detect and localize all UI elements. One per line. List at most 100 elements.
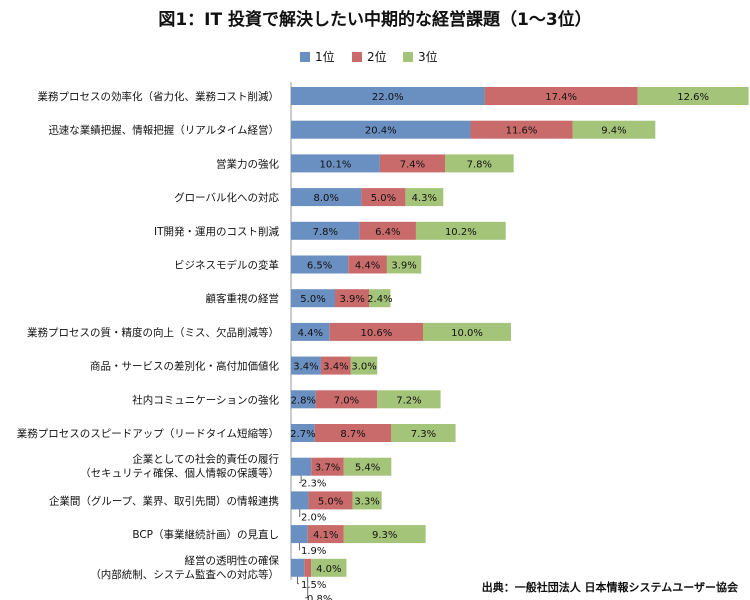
bar-row: 営業力の強化 10.1% 7.4% 7.8% <box>216 154 514 173</box>
value-label: 10.0% <box>451 328 483 339</box>
value-label: 22.0% <box>372 92 404 103</box>
legend-swatch-2 <box>352 52 362 62</box>
bar-segment-rank-1 <box>291 525 308 544</box>
legend-label-1: 1位 <box>315 49 335 64</box>
value-label: 7.8% <box>313 227 338 238</box>
category-label: 企業間（グループ、業界、取引先間）の情報連携 <box>49 494 279 507</box>
bar-segment-rank-3 <box>350 356 378 375</box>
value-label: 2.4% <box>367 294 392 305</box>
category-label: 経営の透明性の確保 <box>185 554 280 567</box>
value-label: 8.0% <box>313 193 338 204</box>
bar-segment-rank-2 <box>329 322 423 341</box>
legend-label-3: 3位 <box>418 49 438 64</box>
bar-row: 業務プロセスの質・精度の向上（ミス、欠品削減等） 4.4% 10.6% 10.0% <box>27 322 511 341</box>
value-label: 7.0% <box>334 395 359 406</box>
category-label: BCP（事業継続計画）の見直し <box>132 528 279 541</box>
bar-row: 企業としての社会的責任の履行（セキュリティ確保、個人情報の保護等） 2.3% 3.7… <box>80 453 392 490</box>
bar-row: 企業間（グループ、業界、取引先間）の情報連携 2.0% 5.0% 3.3% <box>49 491 382 523</box>
value-label: 4.0% <box>316 564 341 575</box>
bar-segment-rank-2 <box>307 525 344 544</box>
value-label: 6.5% <box>307 261 332 272</box>
bar-segment-rank-1 <box>291 558 305 577</box>
bar-segment-rank-3 <box>311 558 347 577</box>
value-label: 17.4% <box>545 92 577 103</box>
value-label: 3.0% <box>351 362 376 373</box>
bar-segment-rank-2 <box>304 558 312 577</box>
bar-segment-rank-1 <box>291 255 349 274</box>
bar-row: グローバル化への対応 8.0% 5.0% 4.3% <box>174 188 444 207</box>
value-label: 5.0% <box>300 294 325 305</box>
value-label: 1.5% <box>301 580 326 591</box>
value-label: 1.9% <box>301 546 326 557</box>
legend: 1位 2位 3位 <box>300 49 438 64</box>
value-label: 3.9% <box>339 294 364 305</box>
value-label: 2.0% <box>301 512 326 523</box>
bar-segment-rank-2 <box>361 188 406 207</box>
value-label: 7.4% <box>400 159 425 170</box>
bar-row: ビジネスモデルの変革 6.5% 4.4% 3.9% <box>174 255 422 274</box>
value-label: 8.7% <box>340 429 365 440</box>
bar-segment-rank-3 <box>386 255 422 274</box>
bar-row: IT開発・運用のコスト削減 7.8% 6.4% 10.2% <box>154 221 506 240</box>
bar-segment-rank-1 <box>291 188 362 207</box>
value-label: 3.4% <box>293 362 318 373</box>
bar-segment-rank-1 <box>291 356 321 375</box>
value-label: 10.6% <box>360 328 392 339</box>
bar-segment-rank-1 <box>291 154 380 173</box>
value-label: 5.4% <box>355 463 380 474</box>
bar-segment-rank-2 <box>359 221 416 240</box>
category-label: 商品・サービスの差別化・高付加価値化 <box>90 360 279 373</box>
category-label: （セキュリティ確保、個人情報の保護等） <box>80 467 279 480</box>
bar-segment-rank-2 <box>484 87 638 105</box>
bar-segment-rank-2 <box>320 356 351 375</box>
bar-segment-rank-1 <box>291 322 330 341</box>
value-label: 10.2% <box>445 227 477 238</box>
bar-segment-rank-1 <box>291 221 360 240</box>
source-note: 出典：一般社団法人 日本情報システムユーザー協会 <box>482 580 739 594</box>
bar-segment-rank-3 <box>377 390 441 409</box>
bar-segment-rank-3 <box>405 188 444 207</box>
value-label: 4.3% <box>412 193 437 204</box>
value-label: 9.3% <box>372 530 397 541</box>
category-label: 企業としての社会的責任の履行 <box>132 453 279 466</box>
value-label: 7.8% <box>467 159 492 170</box>
value-label: 12.6% <box>677 92 709 103</box>
bar-segment-rank-2 <box>314 424 392 442</box>
bar-segment-rank-3 <box>391 424 456 442</box>
value-label: 11.6% <box>506 126 538 137</box>
category-label: ビジネスモデルの変革 <box>174 259 279 272</box>
bar-segment-rank-2 <box>379 154 445 173</box>
category-label: IT開発・運用のコスト削減 <box>154 225 280 238</box>
bar-segment-rank-3 <box>423 322 511 341</box>
bar-row: 業務プロセスの効率化（省力化、業務コスト削減） 22.0% 17.4% 12.6% <box>38 87 749 105</box>
category-label: 業務プロセスのスピードアップ（リードタイム短縮等） <box>17 427 279 440</box>
legend-swatch-1 <box>300 52 310 62</box>
value-label: 10.1% <box>320 159 352 170</box>
bar-segment-rank-2 <box>348 255 387 274</box>
bar-segment-rank-1 <box>291 289 335 308</box>
category-label: 業務プロセスの効率化（省力化、業務コスト削減） <box>38 90 280 103</box>
bar-row: 社内コミュニケーションの強化 2.8% 7.0% 7.2% <box>132 390 441 409</box>
bar-segment-rank-1 <box>291 87 485 105</box>
bar-segment-rank-3 <box>369 289 391 308</box>
bar-segment-rank-2 <box>308 491 353 510</box>
bar-row: 経営の透明性の確保（内部統制、システム監査への対応等） 1.5% 0.8% 4.0% <box>90 554 347 600</box>
value-label: 4.4% <box>298 328 323 339</box>
bar-row: 顧客重視の経営 5.0% 3.9% 2.4% <box>206 289 393 308</box>
bar-row: BCP（事業継続計画）の見直し 1.9% 4.1% 9.3% <box>132 525 426 557</box>
bar-segment-rank-1 <box>291 457 312 476</box>
bar-segment-rank-3 <box>352 491 382 510</box>
bar-segment-rank-2 <box>315 390 378 409</box>
value-label: 7.2% <box>396 395 421 406</box>
bar-segment-rank-1 <box>291 491 309 510</box>
bar-segment-rank-3 <box>445 154 514 173</box>
value-label: 3.3% <box>354 496 379 507</box>
category-label: 顧客重視の経営 <box>206 292 280 305</box>
plot-area: 業務プロセスの効率化（省力化、業務コスト削減） 22.0% 17.4% 12.6% 迅速… <box>17 82 749 600</box>
bar-segment-rank-1 <box>291 120 471 139</box>
category-label: 営業力の強化 <box>216 157 279 170</box>
value-label: 3.4% <box>323 362 348 373</box>
value-label: 3.7% <box>315 463 340 474</box>
category-label: 社内コミュニケーションの強化 <box>132 393 279 406</box>
